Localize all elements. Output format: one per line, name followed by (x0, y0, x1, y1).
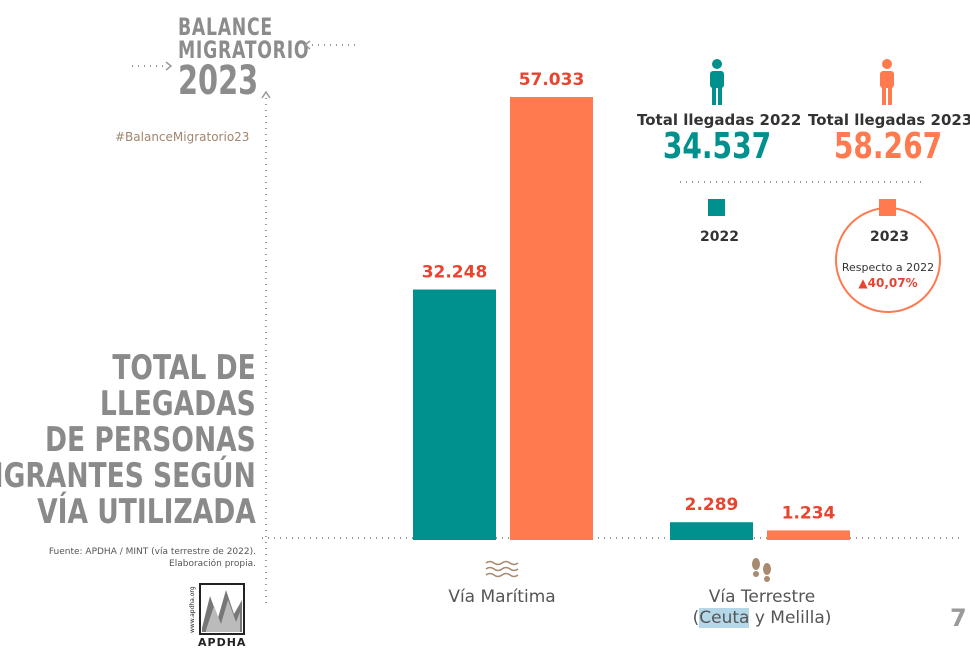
comparison-value: ▲40,07% (858, 276, 918, 290)
legend-year-2023: 2023 (870, 229, 909, 245)
bar-value-label: 32.248 (422, 263, 488, 283)
category-label-terrestre: Vía Terrestre (Ceuta y Melilla) (662, 587, 862, 629)
bar-2023-1 (767, 530, 850, 540)
footprints-icon (752, 558, 771, 582)
label-rest: y Melilla) (749, 608, 832, 628)
source-line: Fuente: APDHA / MINT (vía terrestre de 2… (48, 547, 256, 557)
hashtag: #BalanceMigratorio23 (115, 130, 250, 144)
category-label-maritima: Vía Marítima (448, 587, 556, 607)
bar-2022-1 (670, 522, 753, 540)
arrow-right-icon (165, 61, 173, 71)
category-label-terrestre-line2: (Ceuta y Melilla) (662, 608, 862, 629)
total-2022: Total llegadas 2022 34.537 (637, 111, 802, 167)
brand-line-1: BALANCE (178, 13, 273, 41)
title-line: TOTAL DE (112, 348, 256, 388)
logo-text: APDHA (198, 636, 247, 649)
legend-swatch-2023 (879, 199, 896, 216)
category-label-terrestre-line1: Vía Terrestre (708, 587, 816, 607)
apdha-logo-icon: www.apdha.org (189, 583, 245, 635)
comparison-label: Respecto a 2022 (841, 261, 935, 274)
paren-open: ( (692, 608, 700, 628)
total-2022-title: Total llegadas 2022 (637, 111, 802, 129)
total-2023-title: Total llegadas 2023 (808, 111, 970, 129)
arrow-up-icon (261, 90, 271, 99)
ceuta-highlight: Ceuta (699, 608, 750, 628)
chart-title: TOTAL DE LLEGADAS DE PERSONAS MIGRANTES … (0, 350, 256, 530)
page-number: 7 (950, 604, 967, 632)
source-note: Fuente: APDHA / MINT (vía terrestre de 2… (49, 546, 256, 570)
bar-2023-0 (510, 97, 593, 540)
bar-value-label: 57.033 (519, 70, 585, 90)
source-line: Elaboración propia. (169, 559, 256, 569)
waves-icon (485, 560, 519, 578)
total-2022-value: 34.537 (662, 126, 772, 167)
brand-logo-text: BALANCE MIGRATORIO 2023 (178, 13, 360, 104)
legend-year-2022: 2022 (700, 229, 739, 245)
arrow-left-icon (303, 40, 311, 50)
bar-value-label: 1.234 (782, 503, 836, 523)
brand-line-2: MIGRATORIO (178, 35, 310, 64)
person-icon (710, 59, 724, 105)
person-icon (880, 59, 894, 105)
legend-swatch-2022 (708, 199, 725, 216)
total-2023-value: 58.267 (833, 126, 943, 167)
brand-line-3: 2023 (178, 57, 259, 104)
title-line: VÍA UTILIZADA (37, 492, 256, 532)
logo-url: www.apdha.org (189, 586, 196, 633)
total-2023: Total llegadas 2023 58.267 (808, 111, 970, 167)
bar-value-label: 2.289 (685, 495, 739, 515)
title-line: MIGRANTES SEGÚN (0, 456, 256, 496)
bar-2022-0 (413, 289, 496, 540)
title-line: LLEGADAS (100, 384, 256, 424)
title-line: DE PERSONAS (45, 420, 256, 460)
